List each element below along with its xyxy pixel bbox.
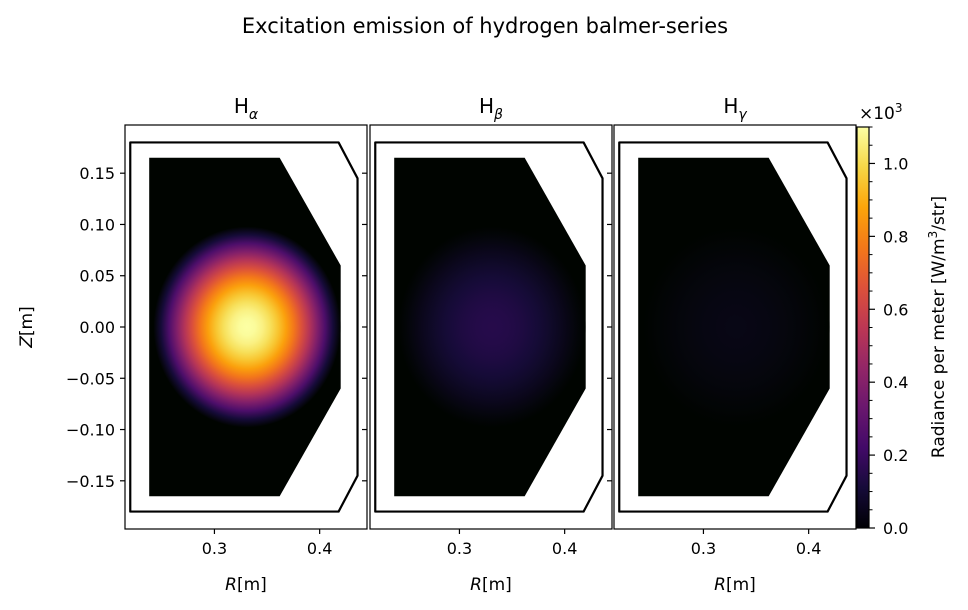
colorbar-multiplier-base: ×10 — [859, 104, 895, 124]
y-tick-label: −0.15 — [66, 472, 115, 491]
axes-frame — [613, 124, 857, 530]
panel-title-base: H — [479, 94, 494, 118]
colorbar-tick-label: 0.2 — [883, 446, 908, 465]
vessel-outline — [618, 141, 848, 513]
colorbar-tick-label: 0.8 — [883, 227, 908, 246]
x-tick-label: 0.3 — [202, 539, 227, 558]
panel-2: Hβ 0.3 0.4 R[m] — [369, 94, 613, 595]
colorbar-label: Radiance per meter [W/m3/str] — [926, 196, 949, 458]
x-axis-label-unit: [m] — [726, 575, 756, 595]
x-axis-label: R[m] — [470, 575, 512, 595]
x-tick-label: 0.3 — [447, 539, 472, 558]
panel-title: Hγ — [723, 94, 747, 123]
panel-title: Hα — [234, 94, 259, 123]
y-tick-label: 0.10 — [79, 215, 115, 234]
x-tick-label: 0.4 — [307, 539, 332, 558]
panel-title-base: H — [723, 94, 738, 118]
x-tick-label: 0.3 — [691, 539, 716, 558]
emission-glow — [642, 226, 830, 428]
x-tick-label: 0.4 — [796, 539, 821, 558]
figure-title: Excitation emission of hydrogen balmer-s… — [242, 14, 728, 38]
panel-title-sub: α — [249, 107, 259, 123]
x-tick-label: 0.4 — [552, 539, 577, 558]
panel-title: Hβ — [479, 94, 503, 123]
panel-1: Hα 0.3 0.4 0.15 0.10 0.05 0.00 −0.05 −0.10 −0.15 R… — [66, 94, 368, 595]
y-axis-label-unit: [m] — [17, 306, 37, 336]
x-axis-label-var: R — [714, 575, 726, 595]
panels: Hα 0.3 0.4 0.15 0.10 0.05 0.00 −0.05 −0.10 −0.15 R… — [66, 94, 857, 595]
panel-title-sub: γ — [738, 107, 747, 123]
emission-glow — [153, 226, 341, 428]
y-axis-label-var: Z — [17, 336, 37, 349]
colorbar-multiplier-exp: 3 — [895, 101, 903, 115]
colorbar-label-sup: 3 — [926, 231, 940, 239]
colorbar: 0.00.20.40.60.81.0 ×103 Radiance per met… — [856, 101, 949, 538]
y-axis-label: Z[m] — [17, 306, 37, 348]
colorbar-gradient — [857, 127, 869, 528]
y-tick-label: 0.00 — [79, 318, 115, 337]
x-axis-label: R[m] — [225, 575, 267, 595]
colorbar-tick-label: 1.0 — [883, 154, 908, 173]
y-tick-label: 0.05 — [79, 267, 115, 286]
x-axis-label: R[m] — [714, 575, 756, 595]
panel-title-sub: β — [493, 107, 503, 123]
vessel-outline — [374, 141, 604, 513]
y-tick-label: −0.10 — [66, 421, 115, 440]
panel-title-base: H — [234, 94, 249, 118]
colorbar-tick-label: 0.6 — [883, 300, 908, 319]
colorbar-label-main: Radiance per meter [W/m — [929, 238, 949, 458]
colorbar-multiplier: ×103 — [859, 101, 903, 124]
y-tick-label: 0.15 — [79, 164, 115, 183]
axis-labels: Z[m] — [17, 306, 37, 348]
colorbar-ticks: 0.0 0.2 0.4 0.6 0.8 1.0 — [869, 126, 908, 538]
x-axis-label-unit: [m] — [237, 575, 267, 595]
y-tick-label: −0.05 — [66, 369, 115, 388]
colorbar-tick-label: 0.0 — [883, 519, 908, 538]
colorbar-label-end: /str] — [929, 196, 949, 231]
x-axis-label-var: R — [470, 575, 482, 595]
x-axis-label-var: R — [225, 575, 237, 595]
vessel-outline — [129, 141, 359, 513]
x-axis-label-unit: [m] — [482, 575, 512, 595]
emission-glow — [398, 226, 586, 428]
colorbar-tick-label: 0.4 — [883, 373, 908, 392]
panel-3: Hγ 0.3 0.4 R[m] — [613, 94, 857, 595]
